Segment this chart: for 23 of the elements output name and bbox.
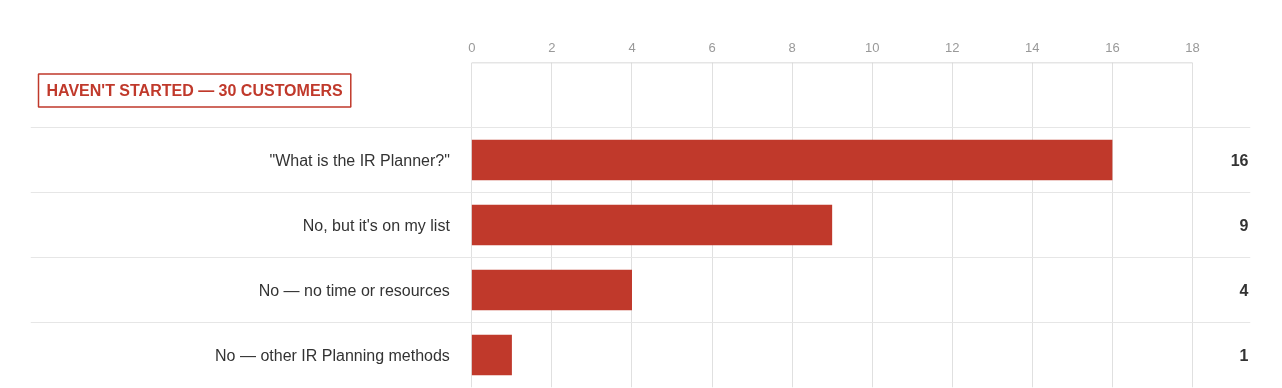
x-tick-label: 12 [945, 39, 960, 55]
bar [471, 204, 833, 246]
x-tick-label: 10 [864, 39, 880, 55]
data-label: 9 [1239, 217, 1249, 234]
y-tick-label: No — other IR Planning methods [215, 346, 450, 364]
bar [471, 269, 632, 311]
text: HAVEN'T STARTED — 30 CUSTOMERS [46, 82, 344, 99]
y-tick-label: No, but it's on my list [302, 216, 451, 234]
x-tick-label: 2 [548, 39, 556, 55]
x-tick-label: 4 [628, 39, 636, 55]
data-label: 4 [1239, 282, 1249, 299]
x-tick-label: 0 [468, 39, 476, 55]
data-label: 16 [1230, 152, 1249, 169]
x-tick-label: 6 [708, 39, 716, 55]
bar [471, 139, 1113, 181]
x-tick-label: 8 [788, 39, 796, 55]
y-tick-label: "What is the IR Planner?" [269, 151, 450, 169]
y-tick-label: No — no time or resources [258, 281, 450, 299]
bar [471, 334, 512, 376]
x-tick-label: 14 [1025, 39, 1040, 55]
data-label: 1 [1239, 347, 1249, 364]
x-tick-label: 18 [1185, 39, 1200, 55]
x-tick-label: 16 [1105, 39, 1120, 55]
